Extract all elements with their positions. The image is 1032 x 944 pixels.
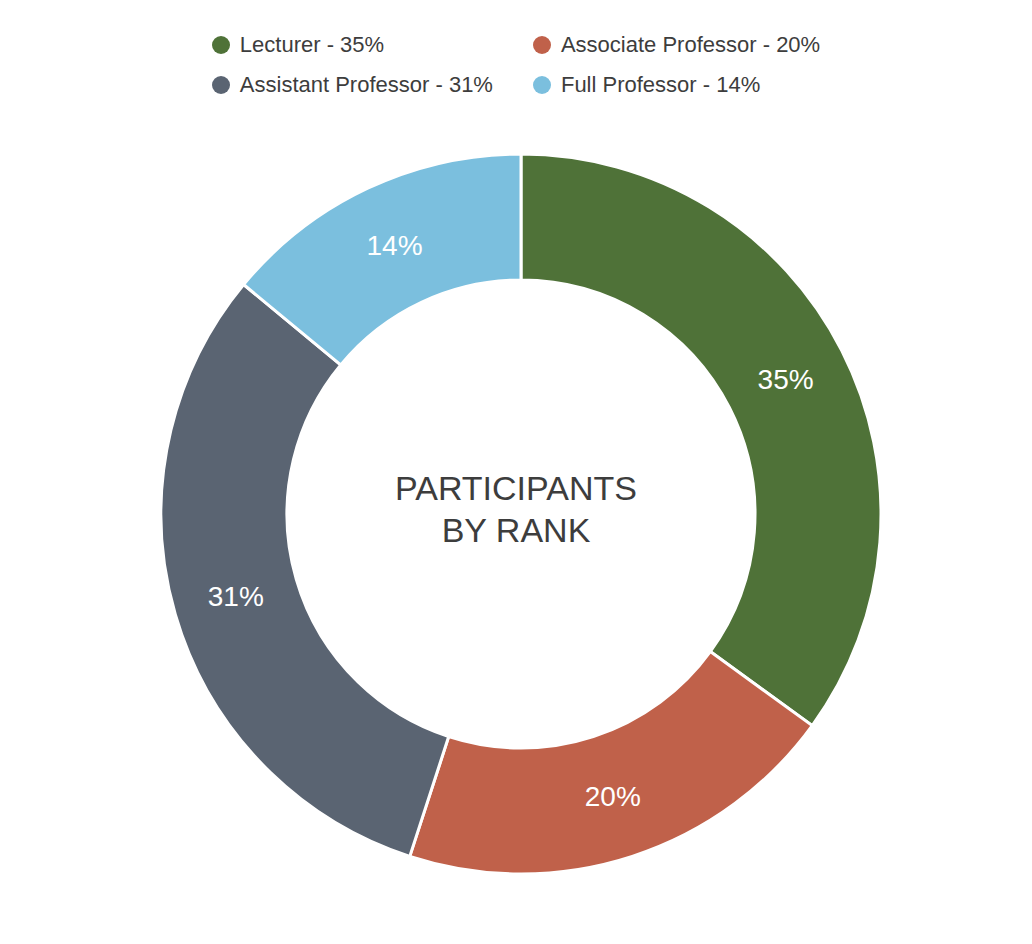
html-text:PARTICIPANTS BY RANK: PARTICIPANTS BY RANK [395,468,637,549]
svg-text:20%: 20% [585,781,641,812]
svg-text:14%: 14% [367,230,423,261]
html-text:Lecturer - 35%: Lecturer - 35% [239,32,385,57]
html-text:Associate Professor - 20%: Associate Professor - 20% [560,32,821,57]
svg-text:35%: 35% [758,364,814,395]
svg-text:31%: 31% [208,581,264,612]
html-text:Full Professor - 14%: Full Professor - 14% [560,72,761,97]
html-text:Assistant Professor - 31%: Assistant Professor - 31% [239,72,493,97]
